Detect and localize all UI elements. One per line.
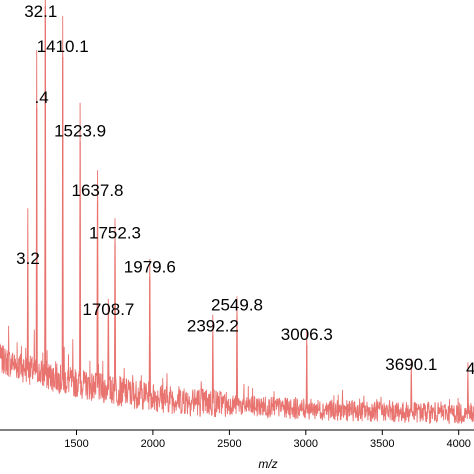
peak-label: 2392.2: [187, 317, 239, 336]
peak-label: .4: [35, 88, 49, 107]
x-tick-label: 4000: [446, 438, 470, 450]
peak-labels: 32.1 1410.1 .4 1523.9 1637.8 1752.3 1979.6 3.2 2…: [16, 2, 474, 378]
peak-label: 3006.3: [281, 325, 333, 344]
x-axis-title: m/z: [258, 457, 277, 471]
x-axis-ticks: 1500 2000 2500 3000 3500 4000: [64, 430, 471, 450]
x-tick-label: 2500: [217, 438, 241, 450]
x-tick-label: 1500: [64, 438, 88, 450]
x-tick-label: 3000: [294, 438, 318, 450]
peak-label: 1410.1: [37, 37, 89, 56]
peak-label: 1708.7: [82, 300, 134, 319]
spectrum-trace: [0, 0, 474, 425]
peak-label: 1523.9: [54, 122, 106, 141]
peak-label: 2549.8: [211, 296, 263, 315]
peak-label: 4: [466, 359, 474, 378]
peak-label: 1979.6: [124, 257, 176, 276]
spectrum-trace-group: [0, 0, 474, 425]
peak-label: 1637.8: [72, 181, 124, 200]
peak-label: 32.1: [24, 2, 57, 21]
x-tick-label: 2000: [141, 438, 165, 450]
x-tick-label: 3500: [370, 438, 394, 450]
peak-label: 3690.1: [385, 355, 437, 374]
peak-label: 1752.3: [89, 223, 141, 242]
peak-label: 3.2: [16, 249, 40, 268]
